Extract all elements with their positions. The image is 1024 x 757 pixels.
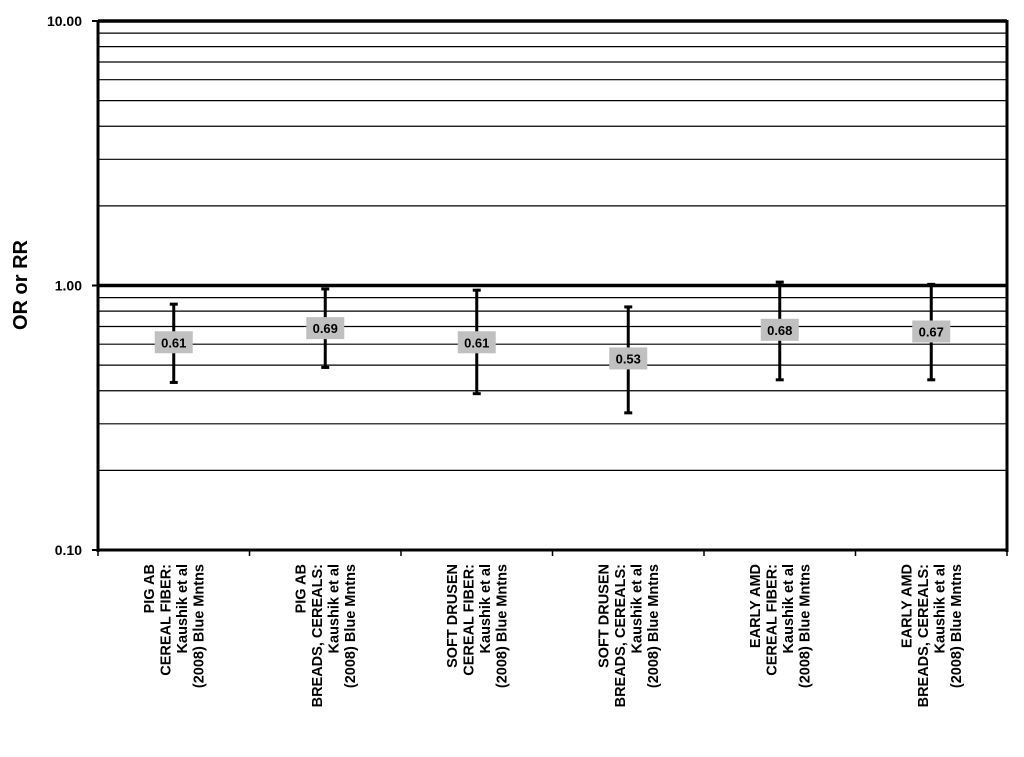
gridlines <box>98 19 1007 471</box>
category-label-line: Kaushik et al <box>781 564 797 653</box>
category-label: PIG ABCEREAL FIBER:Kaushik et al(2008) B… <box>142 564 208 688</box>
y-tick-label: 10.00 <box>47 13 82 29</box>
y-tick-labels: 10.00 1.00 0.10 <box>47 13 98 558</box>
category-label-line: PIG AB <box>294 564 310 613</box>
point-marker-box <box>154 331 193 354</box>
data-point-group: 0.53 <box>609 305 648 415</box>
category-label-line: SOFT DRUSEN <box>597 564 613 668</box>
category-label-line: SOFT DRUSEN <box>445 564 461 668</box>
category-label-line: CEREAL FIBER: <box>462 564 478 676</box>
category-label-line: (2008) Blue Mntns <box>192 564 208 688</box>
point-marker-box <box>760 318 799 341</box>
data-label: 0.68 <box>767 323 792 338</box>
category-label-line: (2008) Blue Mntns <box>798 564 814 688</box>
category-label-line: Kaushik et al <box>327 564 343 653</box>
data-point-group: 0.69 <box>306 287 345 369</box>
data-point-group: 0.61 <box>457 288 496 396</box>
category-label-line: Kaushik et al <box>478 564 494 653</box>
category-label-line: Kaushik et al <box>630 564 646 653</box>
category-label-line: (2008) Blue Mntns <box>343 564 359 688</box>
category-label-line: BREADS, CEREALS: <box>613 564 629 707</box>
data-label: 0.53 <box>616 351 641 366</box>
data-point-group: 0.67 <box>912 282 951 382</box>
category-label-line: Kaushik et al <box>175 564 191 653</box>
category-label-line: (2008) Blue Mntns <box>495 564 511 688</box>
category-label-line: EARLY AMD <box>900 564 916 648</box>
category-label: SOFT DRUSENCEREAL FIBER:Kaushik et al(20… <box>445 564 511 688</box>
category-label: PIG ABBREADS, CEREALS:Kaushik et al(2008… <box>294 564 360 707</box>
data-point-group: 0.61 <box>154 302 193 384</box>
category-label-line: PIG AB <box>142 564 158 613</box>
point-marker-box <box>609 347 648 370</box>
category-label-line: (2008) Blue Mntns <box>949 564 965 688</box>
category-label-line: EARLY AMD <box>748 564 764 648</box>
category-label-line: BREADS, CEREALS: <box>916 564 932 707</box>
data-label: 0.61 <box>161 335 186 350</box>
point-marker-box <box>457 331 496 354</box>
category-label-line: CEREAL FIBER: <box>159 564 175 676</box>
y-tick-label: 1.00 <box>55 278 82 294</box>
point-marker-box <box>306 317 345 340</box>
category-label: EARLY AMDBREADS, CEREALS:Kaushik et al(2… <box>900 564 966 707</box>
category-label-line: BREADS, CEREALS: <box>310 564 326 707</box>
category-label-line: (2008) Blue Mntns <box>646 564 662 688</box>
y-axis-title: OR or RR <box>10 239 32 330</box>
category-labels: PIG ABCEREAL FIBER:Kaushik et al(2008) B… <box>142 564 965 707</box>
category-label: EARLY AMDCEREAL FIBER:Kaushik et al(2008… <box>748 564 814 688</box>
data-label: 0.69 <box>313 321 338 336</box>
data-point-group: 0.68 <box>760 280 799 382</box>
category-label-line: CEREAL FIBER: <box>765 564 781 676</box>
axes <box>96 20 1009 556</box>
point-marker-box <box>912 320 951 343</box>
data-label: 0.61 <box>464 335 489 350</box>
category-label: SOFT DRUSENBREADS, CEREALS:Kaushik et al… <box>597 564 663 707</box>
category-label-line: Kaushik et al <box>933 564 949 653</box>
data-points: 0.61 0.69 0.61 0.53 0.68 0.67 <box>154 280 951 415</box>
data-label: 0.67 <box>919 325 944 340</box>
y-tick-label: 0.10 <box>55 542 82 558</box>
